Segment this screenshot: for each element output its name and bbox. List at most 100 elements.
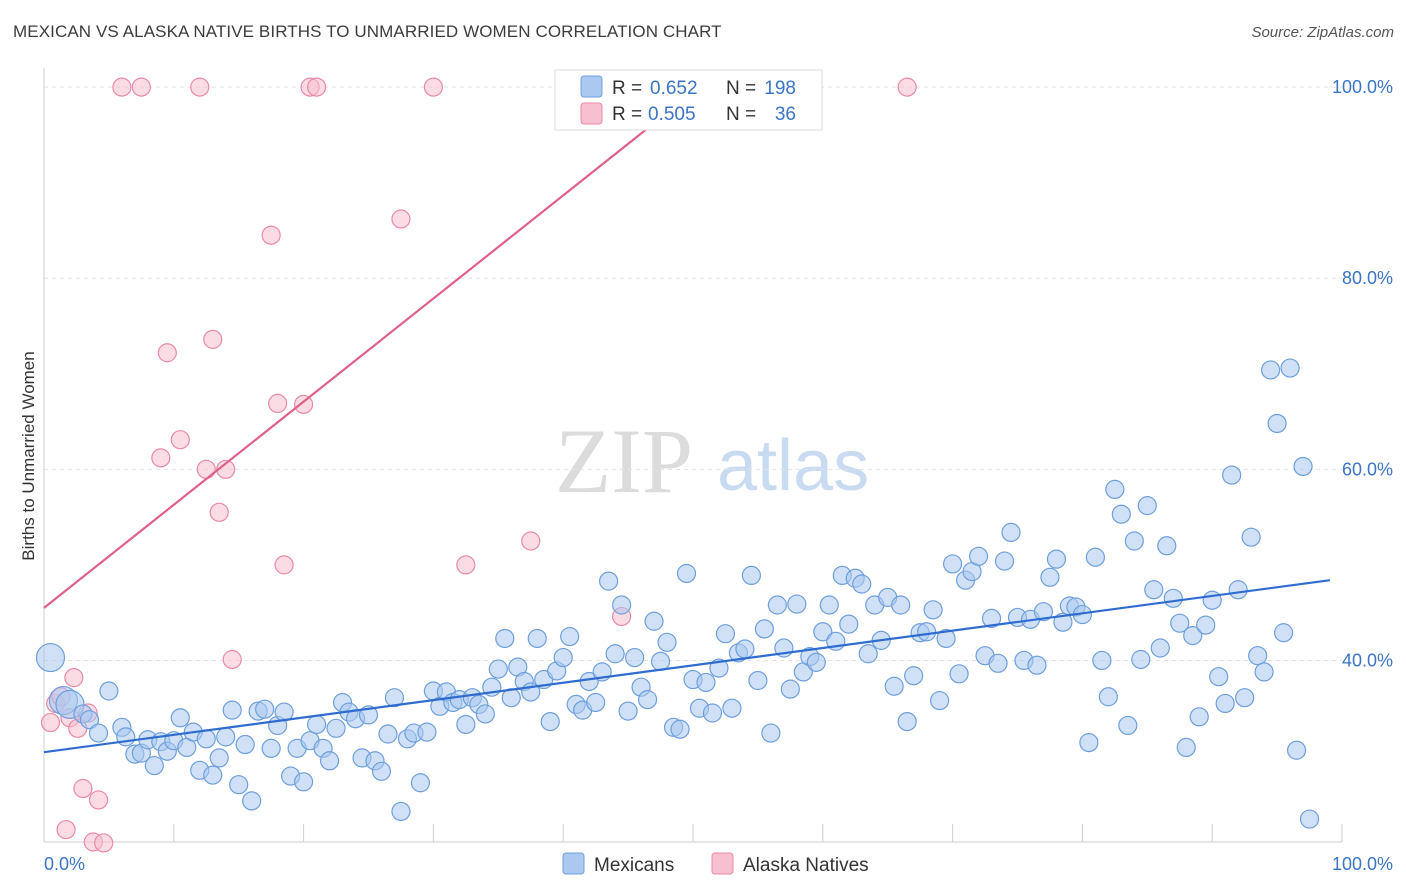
mexicans-point: [1235, 688, 1255, 708]
mexicans-trend-line: [43, 579, 1331, 754]
mexicans-point: [378, 724, 398, 744]
mexicans-point: [235, 734, 255, 755]
mexicans-point: [410, 773, 431, 793]
alaska-point: [40, 712, 61, 733]
x-tick-marks: [173, 824, 1343, 842]
mexicans-point: [495, 628, 515, 649]
mexicans-point: [1293, 456, 1313, 477]
mexicans-point: [144, 755, 164, 776]
mexicans-point: [748, 670, 768, 691]
mexicans-point: [657, 632, 677, 652]
mexicans-point: [1267, 413, 1287, 434]
mexicans-point: [1202, 590, 1222, 610]
mexicans-point: [560, 626, 580, 647]
legend-n-value-alaska: 36: [775, 104, 796, 125]
mexicans-point: [1124, 531, 1144, 551]
alaska-point: [131, 77, 151, 97]
y-tick-label-60: 60.0%: [1342, 459, 1393, 479]
mexicans-point: [35, 642, 66, 673]
alaska-point: [261, 225, 281, 245]
mexicans-point: [1254, 662, 1274, 682]
mexicans-point: [1040, 567, 1060, 587]
mexicans-point: [761, 723, 781, 743]
y-tick-label-40: 40.0%: [1342, 650, 1393, 670]
mexicans-point: [242, 791, 262, 811]
mexicans-point: [942, 554, 963, 574]
mexicans-point: [170, 708, 190, 728]
mexicans-point: [1053, 612, 1073, 632]
trend-lines: [43, 86, 1331, 754]
legend-n-label-alaska: N =: [726, 104, 756, 125]
mexicans-point: [1261, 360, 1281, 380]
mexicans-point: [605, 644, 625, 664]
alaska-point: [222, 649, 242, 670]
mexicans-point: [949, 664, 969, 684]
mexicans-point: [586, 692, 606, 713]
mexicans-point: [294, 772, 314, 792]
stats-legend: R = 0.652 N = 198 R = 0.505 N = 36: [554, 69, 823, 131]
legend-n-label-mexicans: N =: [726, 78, 756, 99]
mexicans-point: [229, 775, 249, 795]
mexicans-point: [1085, 547, 1105, 567]
alaska-point: [64, 668, 84, 688]
alaska-point: [294, 394, 314, 414]
mexicans-point: [968, 546, 989, 566]
mexicans-point: [1144, 580, 1164, 600]
alaska-point: [268, 393, 288, 413]
mexicans-point: [930, 690, 950, 711]
mexicans-point: [1280, 358, 1300, 378]
mexicans-point: [1176, 737, 1196, 758]
legend-n-value-mexicans: 198: [764, 78, 796, 99]
mexicans-point: [255, 699, 275, 719]
mexicans-point: [702, 703, 723, 723]
mexicans-point: [1046, 549, 1067, 569]
alaska-trend-line: [43, 86, 701, 609]
y-tick-label-100: 100.0%: [1332, 77, 1393, 97]
mexicans-point: [306, 714, 327, 735]
mexicans-point: [488, 659, 508, 679]
mexicans-point: [1209, 667, 1229, 687]
mexicans-point: [1150, 638, 1170, 658]
alaska-point: [456, 555, 476, 575]
mexicans-point: [904, 666, 924, 686]
mexicans-point: [1196, 615, 1216, 635]
mexicans-point: [384, 688, 405, 708]
y-tick-label-80: 80.0%: [1342, 268, 1393, 288]
mexicans-point: [754, 619, 774, 639]
mexicans-point: [897, 711, 917, 732]
mexicans-point: [1228, 580, 1248, 600]
mexicans-point: [1092, 650, 1112, 671]
mexicans-point: [222, 700, 242, 720]
series-legend: Mexicans Alaska Natives: [562, 852, 869, 876]
alaska-point: [521, 531, 541, 551]
mexicans-point: [994, 551, 1015, 571]
alaska-point: [112, 77, 132, 97]
mexicans-point: [715, 624, 736, 644]
mexicans-point: [1241, 527, 1261, 547]
alaska-point: [73, 778, 93, 799]
mexicans-point: [1001, 522, 1021, 543]
mexicans-point: [637, 690, 658, 710]
mexicans-point: [326, 718, 346, 738]
mexicans-point: [618, 701, 638, 721]
legend-swatch-mexicans: [580, 75, 603, 98]
chart-title: MEXICAN VS ALASKA NATIVE BIRTHS TO UNMAR…: [13, 22, 722, 41]
mexicans-point: [650, 651, 671, 672]
mexicans-point: [624, 647, 645, 668]
alaska-point: [209, 502, 229, 522]
mexicans-point: [1222, 465, 1242, 485]
watermark-zip: ZIP: [555, 410, 693, 512]
mexicans-point: [722, 698, 742, 718]
mexicans-point: [735, 639, 755, 659]
y-axis-label: Births to Unmarried Women: [19, 351, 38, 560]
mexicans-point: [203, 765, 223, 785]
mexicans-point: [923, 600, 943, 620]
mexicans-point: [1118, 715, 1138, 736]
alaska-point: [203, 329, 223, 349]
alaska-point: [56, 819, 76, 840]
alaska-point: [196, 459, 216, 479]
alaska-point: [897, 77, 917, 97]
mexicans-point: [216, 727, 236, 747]
bottom-legend-mexicans: Mexicans: [594, 855, 674, 876]
